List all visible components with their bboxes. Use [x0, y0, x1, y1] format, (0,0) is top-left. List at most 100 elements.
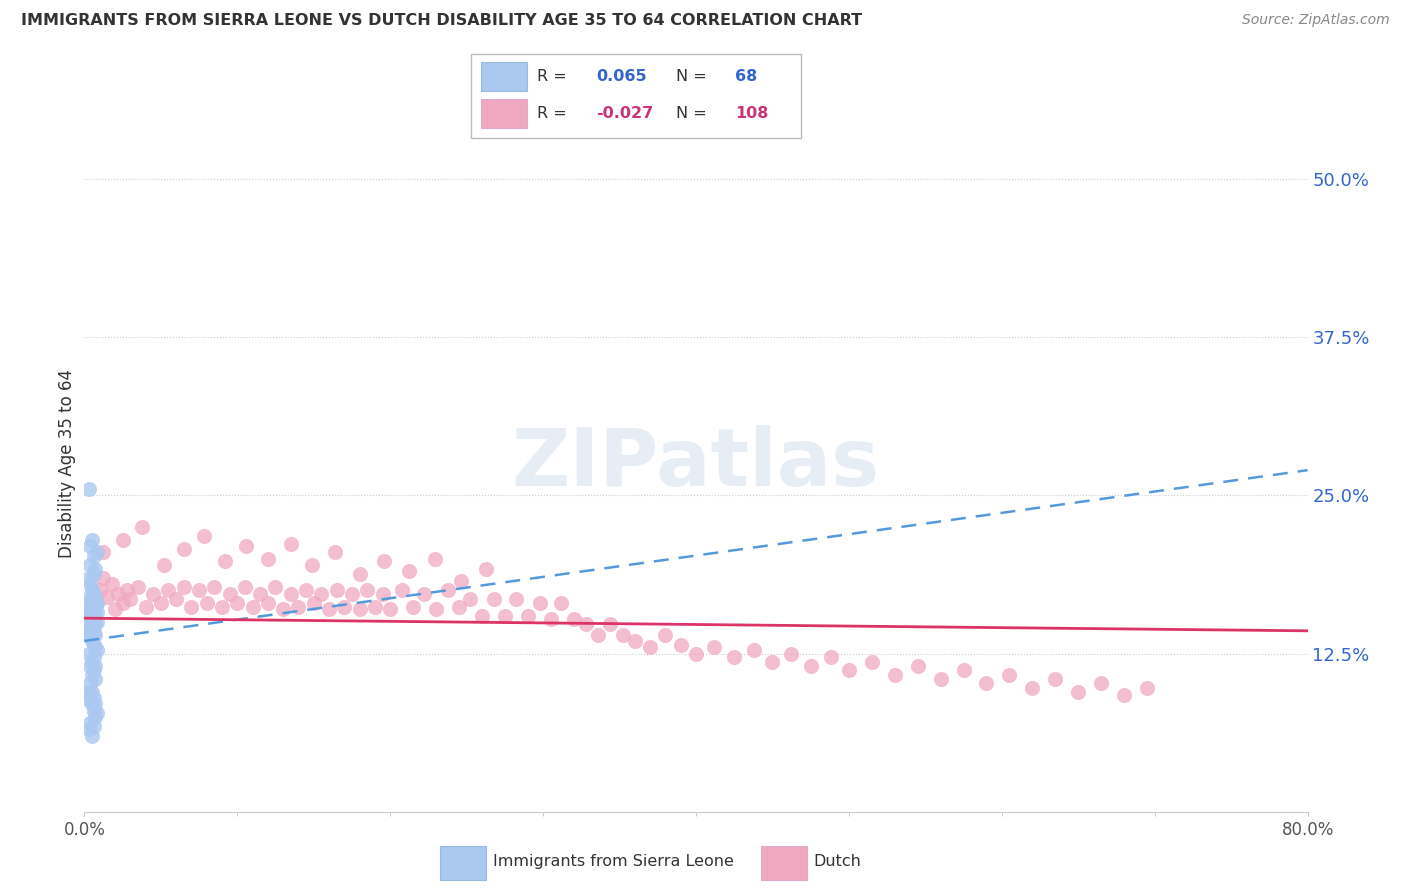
Point: [235, 539, 257, 553]
Point: [575, 617, 598, 632]
Point: [79, 590, 101, 604]
Bar: [481, 62, 527, 91]
Text: R =: R =: [537, 69, 567, 84]
Point: [111, 596, 134, 610]
Point: [80, 608, 103, 623]
Point: [356, 583, 378, 598]
Point: [333, 599, 356, 614]
Point: [654, 627, 676, 641]
Point: [1021, 681, 1043, 695]
Point: [349, 602, 371, 616]
Point: [77, 647, 100, 661]
Point: [84, 608, 107, 623]
Point: [929, 672, 952, 686]
Point: [482, 592, 505, 607]
Point: [1045, 672, 1067, 686]
Point: [550, 596, 572, 610]
Point: [83, 587, 105, 601]
Point: [79, 617, 101, 632]
Point: [301, 558, 323, 572]
Point: [120, 592, 142, 607]
Point: [860, 656, 883, 670]
Point: [233, 580, 256, 594]
Point: [83, 566, 105, 581]
Point: [685, 647, 707, 661]
Point: [211, 599, 233, 614]
Point: [80, 617, 103, 632]
Point: [80, 684, 103, 698]
Point: [83, 625, 105, 640]
Text: Immigrants from Sierra Leone: Immigrants from Sierra Leone: [494, 855, 734, 869]
Point: [84, 640, 107, 655]
Point: [79, 659, 101, 673]
Point: [77, 615, 100, 629]
Point: [135, 599, 157, 614]
Point: [101, 577, 124, 591]
Point: [83, 663, 105, 677]
Point: [79, 621, 101, 635]
Point: [115, 583, 138, 598]
Point: [165, 592, 187, 607]
Point: [638, 640, 661, 655]
Point: [84, 697, 107, 711]
Point: [471, 608, 494, 623]
Point: [80, 592, 103, 607]
Point: [86, 706, 108, 720]
Point: [586, 627, 609, 641]
Point: [84, 617, 107, 632]
Point: [364, 599, 387, 614]
Point: [104, 602, 127, 616]
Point: [157, 583, 180, 598]
Point: [80, 668, 103, 682]
Point: [264, 580, 287, 594]
Point: [742, 642, 765, 657]
Point: [976, 675, 998, 690]
Point: [242, 599, 264, 614]
Point: [280, 536, 302, 550]
Point: [111, 533, 134, 547]
Point: [540, 612, 562, 626]
Point: [188, 583, 211, 598]
Point: [77, 693, 100, 707]
Point: [1114, 689, 1136, 703]
Point: [84, 599, 107, 614]
Point: [373, 554, 395, 568]
Point: [612, 627, 634, 641]
Point: [202, 580, 225, 594]
Point: [84, 590, 107, 604]
Text: N =: N =: [676, 69, 707, 84]
Point: [391, 583, 413, 598]
Point: [218, 587, 240, 601]
Point: [249, 587, 271, 601]
Point: [84, 627, 107, 641]
Point: [79, 675, 101, 690]
Point: [907, 659, 929, 673]
Point: [80, 602, 103, 616]
Point: [83, 612, 105, 626]
Point: [142, 587, 165, 601]
Point: [669, 638, 692, 652]
Point: [83, 638, 105, 652]
Point: [79, 602, 101, 616]
Text: Source: ZipAtlas.com: Source: ZipAtlas.com: [1241, 13, 1389, 28]
Point: [723, 650, 745, 665]
Text: ZIPatlas: ZIPatlas: [512, 425, 880, 503]
Point: [494, 608, 516, 623]
Text: 108: 108: [735, 106, 769, 121]
Point: [412, 587, 434, 601]
Point: [77, 482, 100, 496]
Point: [425, 602, 447, 616]
Point: [83, 719, 105, 733]
Point: [323, 545, 346, 559]
Point: [437, 583, 460, 598]
Point: [153, 558, 176, 572]
Point: [83, 690, 105, 705]
Point: [77, 571, 100, 585]
Point: [86, 545, 108, 559]
Point: [127, 580, 149, 594]
Point: [779, 647, 801, 661]
Point: [883, 668, 905, 682]
Point: [79, 605, 101, 619]
Point: [83, 605, 105, 619]
Point: [820, 650, 842, 665]
